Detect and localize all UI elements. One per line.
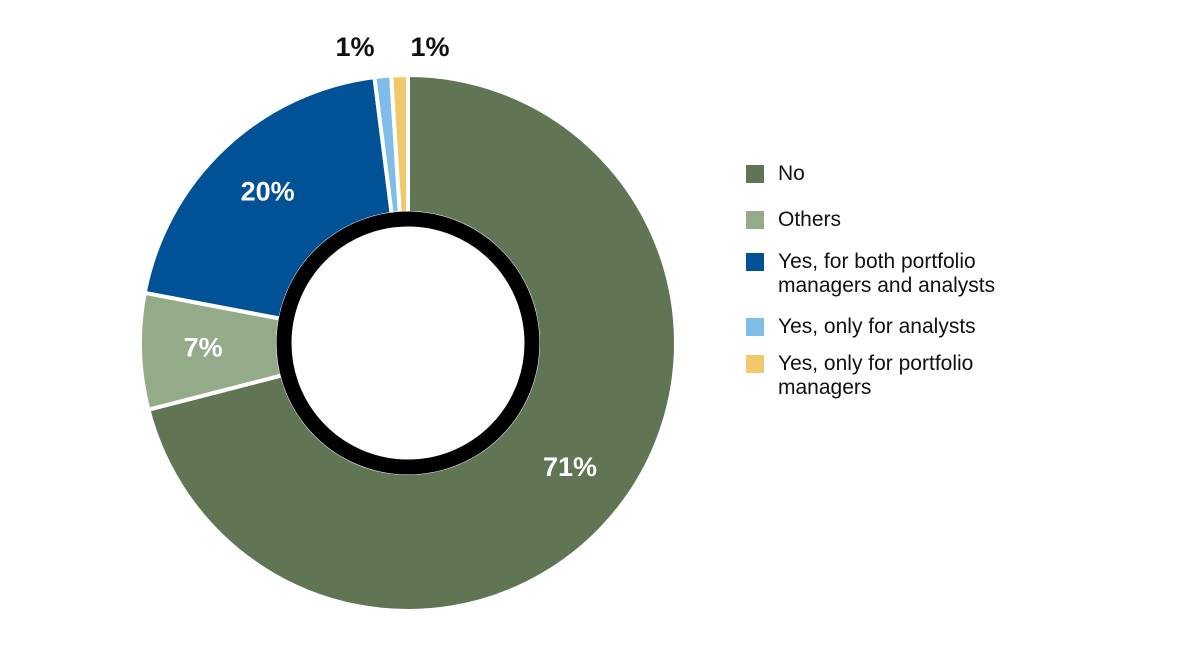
legend-label-yes-portfolio-managers-line-2: managers (778, 376, 872, 399)
legend-label-yes-portfolio-managers-line-1: Yes, only for portfolio (778, 352, 974, 375)
data-label-no: 71% (543, 452, 597, 482)
legend-item-no: No (746, 162, 1166, 186)
legend-swatch-yes-analysts (746, 318, 764, 336)
legend-label-yes-analysts: Yes, only for analysts (778, 315, 976, 338)
legend-item-yes-both: Yes, for both portfolio managers and ana… (746, 250, 1166, 298)
legend-label-no: No (778, 162, 805, 185)
legend-label-others: Others (778, 208, 842, 231)
legend-item-yes-analysts: Yes, only for analysts (746, 315, 1166, 339)
data-label-yes-analysts: 1% (335, 32, 374, 62)
donut-chart: 71% 7% 20% 1% 1% (138, 32, 678, 613)
legend-swatch-others (746, 211, 764, 229)
legend-item-others: Others (746, 208, 1166, 232)
legend-item-yes-portfolio-managers: Yes, only for portfolio managers (746, 352, 1166, 400)
legend: No Others Yes, for both portfolio manage… (746, 162, 1166, 424)
data-label-others: 7% (184, 333, 223, 363)
donut-slices (138, 72, 678, 613)
legend-label-yes-both-line-2: managers and analysts (778, 274, 996, 297)
legend-swatch-yes-portfolio-managers (746, 355, 764, 373)
donut-inner-ring (276, 211, 540, 475)
legend-label-yes-both-line-1: Yes, for both portfolio (778, 250, 976, 273)
legend-swatch-no (746, 165, 764, 183)
data-labels: 71% 7% 20% 1% 1% (184, 32, 597, 482)
legend-swatch-yes-both (746, 253, 764, 271)
data-label-yes-both: 20% (241, 177, 295, 207)
data-label-yes-portfolio-managers: 1% (410, 32, 449, 62)
